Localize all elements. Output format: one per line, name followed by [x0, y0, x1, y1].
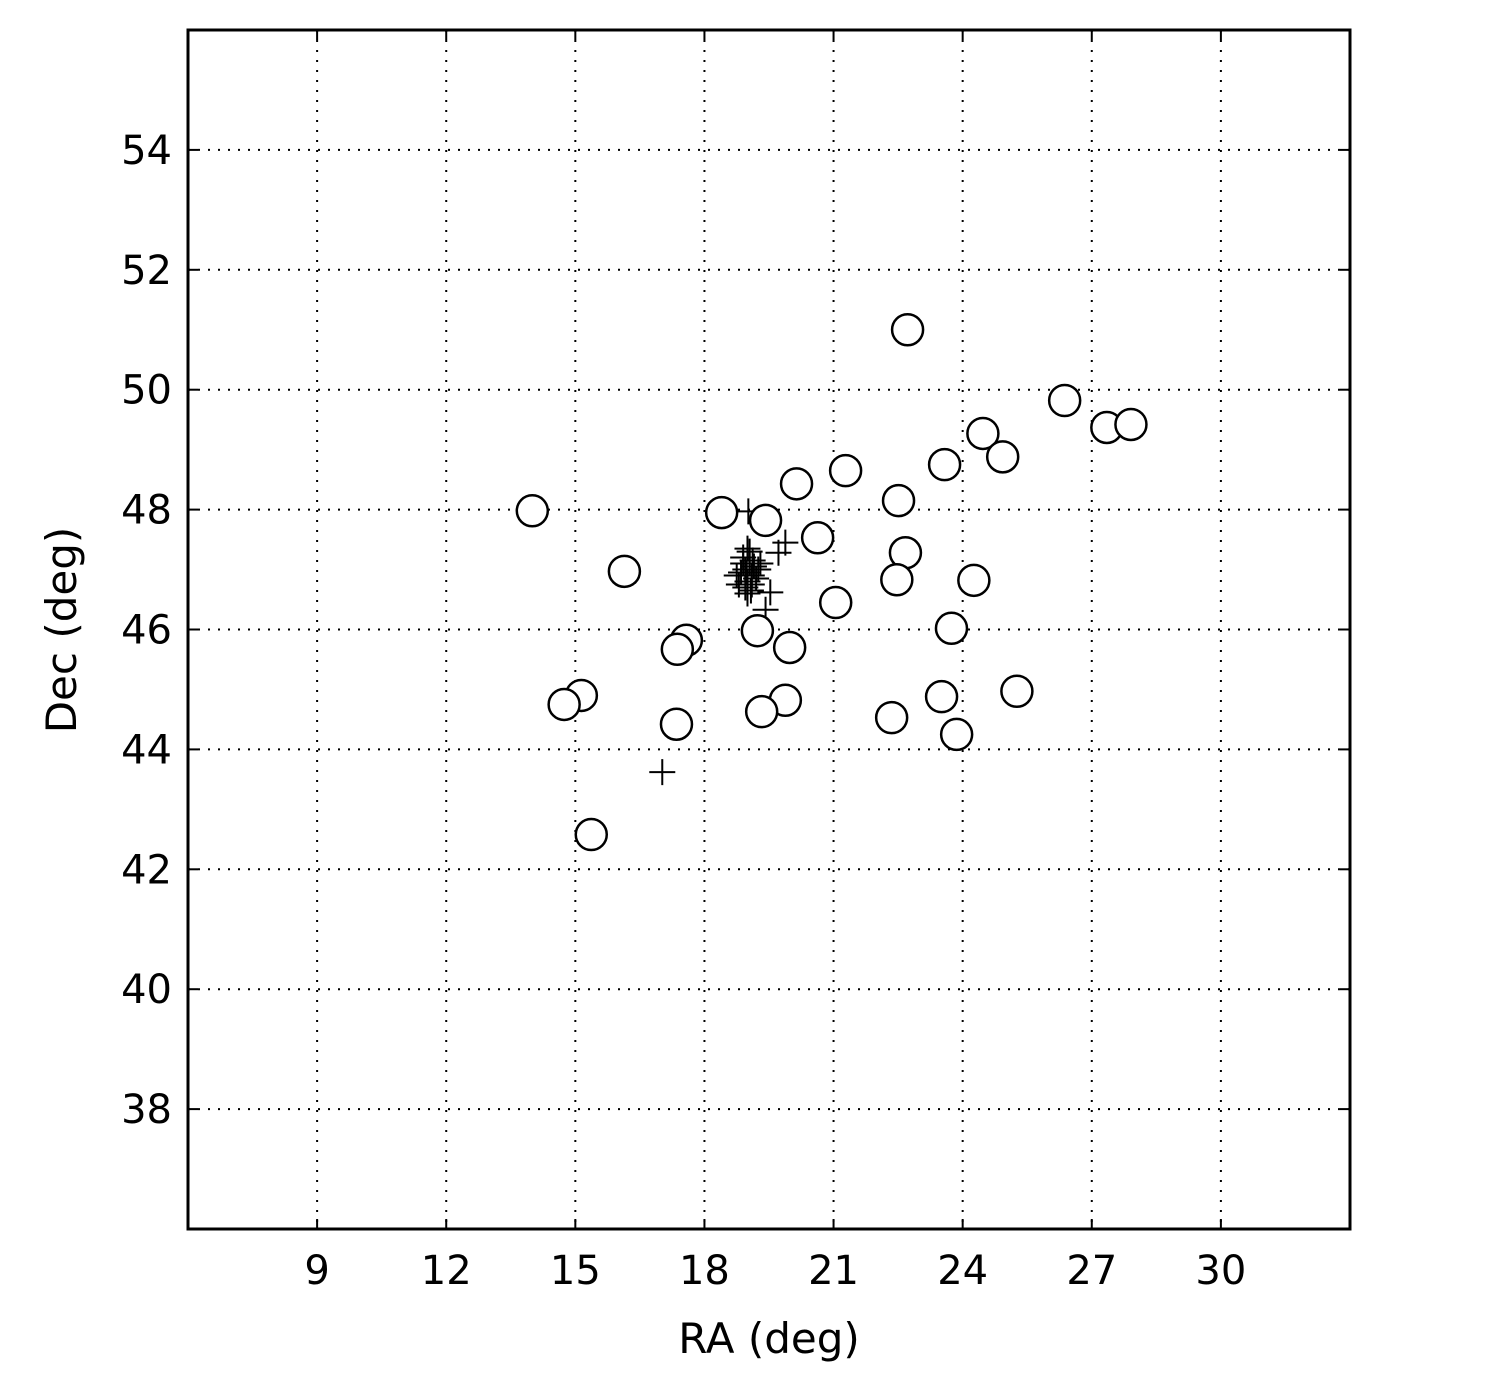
plot-frame: [186, 28, 1352, 1231]
x-axis-label: RA (deg): [678, 1314, 860, 1363]
x-tick-label: 24: [937, 1248, 988, 1294]
scatter-point: [734, 535, 761, 562]
scatter-point: [723, 562, 750, 589]
scatter-point: [880, 562, 914, 597]
scatter-point: [1000, 674, 1034, 708]
scatter-point: [818, 585, 853, 620]
x-tick-label: 30: [1195, 1248, 1246, 1294]
scatter-point: [890, 313, 925, 347]
y-tick-label: 52: [121, 248, 172, 294]
x-tick-label: 21: [808, 1248, 859, 1294]
scatter-point: [739, 547, 766, 574]
scatter-point: [874, 700, 909, 735]
scatter-point: [607, 554, 642, 589]
scatter-point: [660, 632, 695, 667]
x-tick-label: 9: [304, 1248, 329, 1294]
scatter-point: [800, 521, 835, 555]
scatter-point: [828, 453, 863, 488]
scatter-point: [659, 707, 694, 741]
y-axis-label: Dec (deg): [37, 527, 86, 734]
y-tick-label: 48: [121, 488, 172, 534]
scatter-point: [934, 611, 969, 646]
scatter-point: [924, 679, 959, 714]
scatter-point: [649, 759, 676, 786]
scatter-point: [737, 577, 764, 604]
scatter-point: [740, 553, 767, 580]
scatter-point: [733, 559, 760, 586]
scatter-point: [744, 694, 779, 729]
scatter-point: [779, 467, 814, 501]
y-tick-label: 42: [121, 847, 172, 893]
scatter-point: [547, 687, 581, 722]
scatter-point: [740, 613, 775, 648]
y-tick-label: 44: [121, 727, 172, 773]
x-tick-label: 27: [1066, 1248, 1117, 1294]
y-tick-label: 50: [121, 368, 172, 414]
x-tick-label: 12: [421, 1248, 472, 1294]
y-tick-label: 40: [121, 967, 172, 1013]
scatter-point: [966, 416, 1000, 451]
scatter-point: [881, 483, 916, 518]
scatter-point: [765, 539, 792, 566]
y-tick-label: 54: [121, 128, 172, 174]
scatter-point: [957, 563, 991, 598]
scatter-point: [985, 440, 1020, 474]
scatter-point: [1114, 407, 1148, 442]
x-tick-label: 15: [550, 1248, 601, 1294]
scatter-point: [772, 630, 807, 665]
scatter-point: [939, 717, 974, 752]
scatter-point: [1047, 383, 1082, 418]
scatter-point: [772, 529, 799, 556]
x-tick-label: 18: [679, 1248, 730, 1294]
scatter-point: [704, 495, 739, 530]
y-tick-label: 38: [121, 1087, 172, 1133]
scatter-point: [927, 447, 962, 482]
scatter-point: [574, 817, 609, 852]
y-tick-label: 46: [121, 608, 172, 654]
scatter-point: [748, 503, 783, 538]
scatter-point: [757, 579, 784, 606]
scatter-point: [515, 494, 550, 528]
